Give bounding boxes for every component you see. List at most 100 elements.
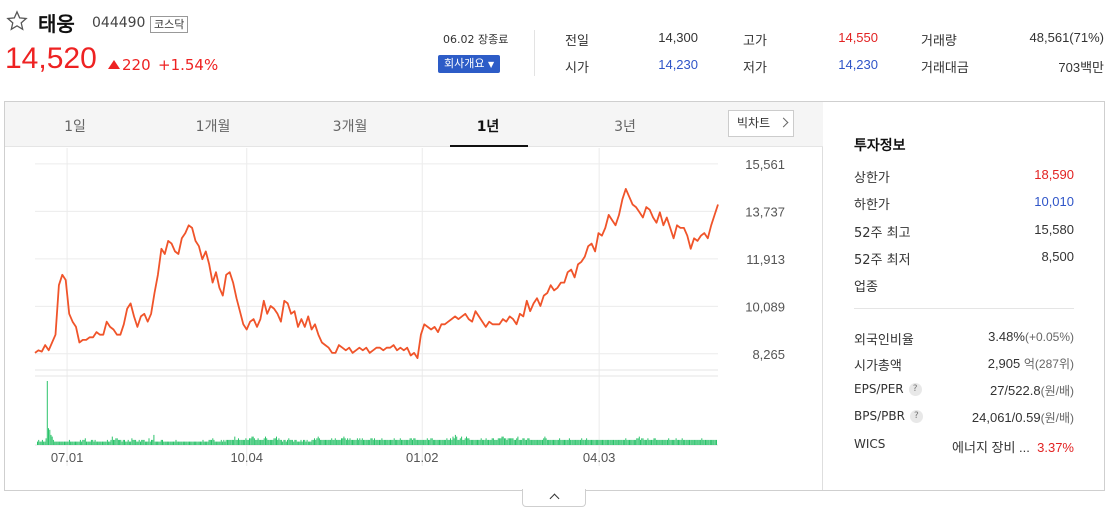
volume-bar: [71, 441, 73, 445]
volume-bar: [126, 441, 128, 445]
volume-bar: [685, 439, 687, 445]
volume-bar: [631, 439, 633, 445]
volume-bar: [429, 439, 431, 445]
volume-bar: [702, 439, 704, 445]
y-tick-label: 15,561: [745, 157, 785, 172]
volume-bar: [323, 439, 325, 445]
volume-bar: [328, 439, 330, 445]
volume-bar: [564, 439, 565, 445]
volume-bar: [597, 439, 599, 445]
volume-bar: [641, 438, 643, 445]
volume-bar: [133, 439, 135, 445]
volume-bar: [115, 438, 117, 445]
volume-bar: [436, 439, 438, 445]
volume-bar: [38, 439, 40, 445]
volume-bar: [44, 441, 46, 445]
volume-bar: [409, 438, 411, 445]
volume-bar: [143, 439, 145, 445]
volume-bar: [671, 439, 673, 445]
favorite-star-icon[interactable]: [6, 10, 28, 32]
volume-bar: [355, 439, 357, 445]
tab-1month[interactable]: 1개월: [195, 119, 231, 135]
volume-bar: [517, 436, 519, 445]
tab-3year[interactable]: 3년: [614, 119, 636, 135]
volume-bar: [57, 441, 59, 445]
volume-bar: [492, 438, 494, 445]
prev-close-label: 전일: [565, 34, 589, 49]
tab-1day[interactable]: 1일: [64, 119, 86, 135]
company-overview-button[interactable]: 회사개요 ▼: [438, 55, 501, 73]
volume-bar: [516, 438, 518, 445]
volume-bar: [613, 439, 614, 445]
wics-industry[interactable]: 에너지 장비 ...: [952, 440, 1030, 455]
volume-bar: [260, 439, 262, 445]
volume-bar: [657, 439, 659, 445]
market-cap-value: 2,905 억(287위): [988, 355, 1074, 372]
volume-bar: [334, 438, 336, 445]
volume-bar: [605, 439, 607, 445]
volume-bar: [435, 439, 437, 445]
volume-bar: [642, 438, 644, 445]
volume-bar: [539, 439, 541, 445]
volume-bar: [413, 438, 415, 445]
tab-3month[interactable]: 3개월: [332, 119, 368, 135]
volume-bar: [193, 441, 195, 445]
company-overview-label: 회사개요: [444, 57, 485, 70]
volume-bar: [390, 439, 391, 445]
volume-bar: [213, 439, 215, 445]
volume-bar: [534, 439, 536, 445]
volume-bar: [453, 438, 455, 445]
volume-bar: [469, 439, 471, 445]
volume-bar: [164, 441, 166, 445]
volume-bar: [461, 436, 463, 445]
bigchart-button[interactable]: 빅차트: [728, 110, 794, 137]
volume-bar: [658, 439, 660, 445]
volume-bar: [282, 441, 284, 445]
volume-bar: [576, 439, 578, 445]
volume-bar: [648, 439, 650, 445]
volume-bar: [611, 439, 613, 445]
volume-bar: [138, 439, 140, 445]
volume-bar: [504, 438, 505, 445]
volume-bar: [102, 441, 103, 445]
volume-bar: [608, 439, 610, 445]
volume-bar: [137, 441, 139, 445]
volume-bar: [169, 441, 171, 445]
volume-bar: [289, 439, 291, 445]
foreign-ratio-number: 3.48%: [988, 329, 1025, 344]
volume-bar: [155, 441, 157, 445]
volume-bar: [88, 441, 90, 445]
volume-bar: [481, 439, 483, 445]
volume-bar: [55, 441, 57, 445]
eps-help-icon[interactable]: ?: [908, 383, 922, 396]
volume-bar: [175, 439, 177, 445]
volume-bar: [577, 439, 579, 445]
volume-bar: [500, 438, 502, 445]
volume-bar: [229, 439, 231, 445]
volume-bar: [268, 439, 270, 445]
volume-bar: [366, 439, 368, 445]
tab-1year[interactable]: 1년: [476, 119, 500, 135]
volume-bar: [240, 439, 242, 445]
bps-help-icon[interactable]: ?: [909, 410, 923, 423]
volume-bar: [116, 438, 118, 445]
volume-bar: [457, 439, 459, 445]
volume-bar: [485, 438, 487, 445]
volume-bar: [478, 439, 480, 445]
volume-bar: [261, 439, 263, 445]
volume-bar: [207, 441, 209, 445]
volume-bar: [136, 441, 138, 445]
volume-bar: [149, 441, 151, 445]
eps-per-label: EPS/PER?: [854, 382, 922, 396]
volume-bar: [700, 439, 702, 445]
collapse-chart-button[interactable]: [522, 489, 586, 507]
volume-bar: [192, 441, 194, 445]
high-value: 14,550: [838, 30, 878, 45]
volume-bar: [125, 441, 127, 445]
volume-bar: [276, 436, 277, 445]
volume-bar: [668, 438, 670, 445]
volume-bar: [533, 439, 535, 445]
volume-bar: [690, 439, 692, 445]
volume-bar: [331, 438, 333, 445]
volume-bar: [537, 439, 539, 445]
